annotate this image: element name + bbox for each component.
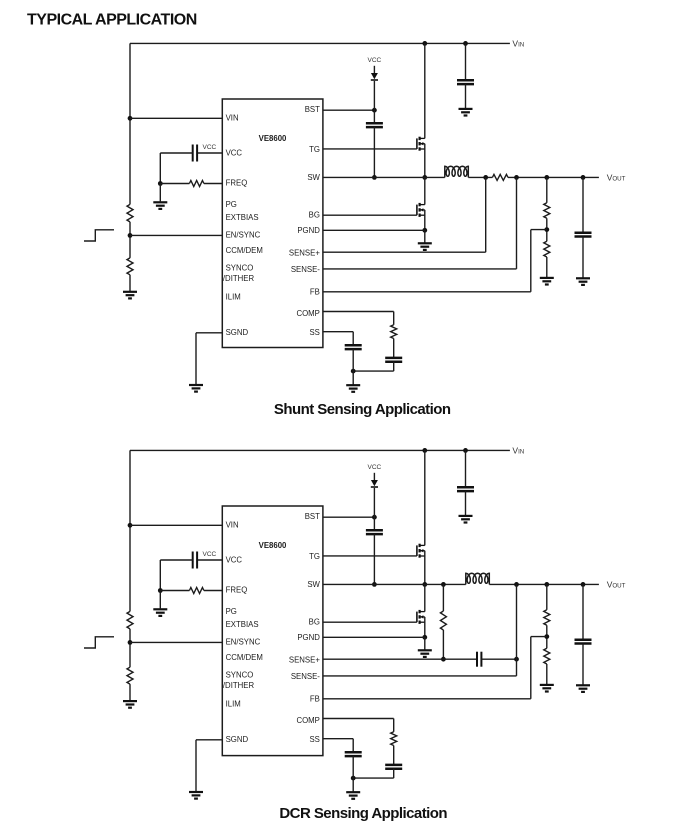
svg-text:EN/SYNC: EN/SYNC bbox=[226, 230, 261, 239]
svg-text:SS: SS bbox=[309, 328, 319, 337]
svg-text:TG: TG bbox=[309, 145, 320, 154]
svg-text:DCR Sensing Application: DCR Sensing Application bbox=[279, 805, 447, 822]
svg-text:FB: FB bbox=[310, 288, 320, 297]
svg-text:SENSE-: SENSE- bbox=[291, 265, 320, 274]
svg-text:PG: PG bbox=[226, 607, 237, 616]
svg-text:VCC: VCC bbox=[368, 57, 382, 64]
svg-text:ILIM: ILIM bbox=[226, 700, 241, 709]
svg-text:BG: BG bbox=[309, 618, 320, 627]
svg-text:SGND: SGND bbox=[226, 735, 249, 744]
svg-text:VIN: VIN bbox=[512, 445, 524, 455]
svg-text:SS: SS bbox=[309, 735, 319, 744]
svg-text:Shunt Sensing Application: Shunt Sensing Application bbox=[274, 401, 451, 418]
svg-text:EXTBIAS: EXTBIAS bbox=[226, 620, 259, 629]
svg-text:ILIM: ILIM bbox=[226, 293, 241, 302]
svg-text:VCC: VCC bbox=[368, 464, 382, 471]
svg-text:COMP: COMP bbox=[296, 309, 319, 318]
svg-text:BG: BG bbox=[309, 211, 320, 220]
svg-text:TG: TG bbox=[309, 552, 320, 561]
svg-text:/DITHER: /DITHER bbox=[223, 274, 255, 283]
svg-text:FREQ: FREQ bbox=[226, 178, 248, 187]
svg-text:SGND: SGND bbox=[226, 328, 249, 337]
svg-text:VCC: VCC bbox=[203, 144, 217, 151]
svg-text:VCC: VCC bbox=[226, 555, 243, 564]
svg-text:PG: PG bbox=[226, 200, 237, 209]
svg-text:CCM/DEM: CCM/DEM bbox=[226, 653, 263, 662]
svg-text:FREQ: FREQ bbox=[226, 585, 248, 594]
svg-text:PGND: PGND bbox=[297, 633, 320, 642]
svg-text:EXTBIAS: EXTBIAS bbox=[226, 213, 259, 222]
svg-text:FB: FB bbox=[310, 695, 320, 704]
svg-text:TYPICAL APPLICATION: TYPICAL APPLICATION bbox=[27, 12, 197, 29]
svg-text:VIN: VIN bbox=[226, 114, 239, 123]
svg-text:BST: BST bbox=[305, 512, 320, 521]
svg-text:VOUT: VOUT bbox=[607, 172, 626, 182]
svg-text:VOUT: VOUT bbox=[607, 579, 626, 589]
svg-text:VIN: VIN bbox=[512, 38, 524, 48]
svg-text:CCM/DEM: CCM/DEM bbox=[226, 246, 263, 255]
svg-text:EN/SYNC: EN/SYNC bbox=[226, 637, 261, 646]
svg-text:SENSE+: SENSE+ bbox=[289, 248, 320, 257]
svg-text:SYNCO: SYNCO bbox=[226, 670, 254, 679]
svg-text:VE8600: VE8600 bbox=[259, 541, 287, 550]
svg-text:VIN: VIN bbox=[226, 521, 239, 530]
svg-text:/DITHER: /DITHER bbox=[223, 681, 255, 690]
svg-text:PGND: PGND bbox=[297, 226, 320, 235]
svg-text:SW: SW bbox=[307, 580, 320, 589]
svg-text:BST: BST bbox=[305, 105, 320, 114]
svg-text:VE8600: VE8600 bbox=[259, 134, 287, 143]
svg-text:COMP: COMP bbox=[296, 716, 319, 725]
svg-text:VCC: VCC bbox=[226, 148, 243, 157]
svg-text:SENSE-: SENSE- bbox=[291, 672, 320, 681]
svg-text:SW: SW bbox=[307, 173, 320, 182]
svg-text:SENSE+: SENSE+ bbox=[289, 655, 320, 664]
svg-text:SYNCO: SYNCO bbox=[226, 263, 254, 272]
svg-text:VCC: VCC bbox=[203, 551, 217, 558]
